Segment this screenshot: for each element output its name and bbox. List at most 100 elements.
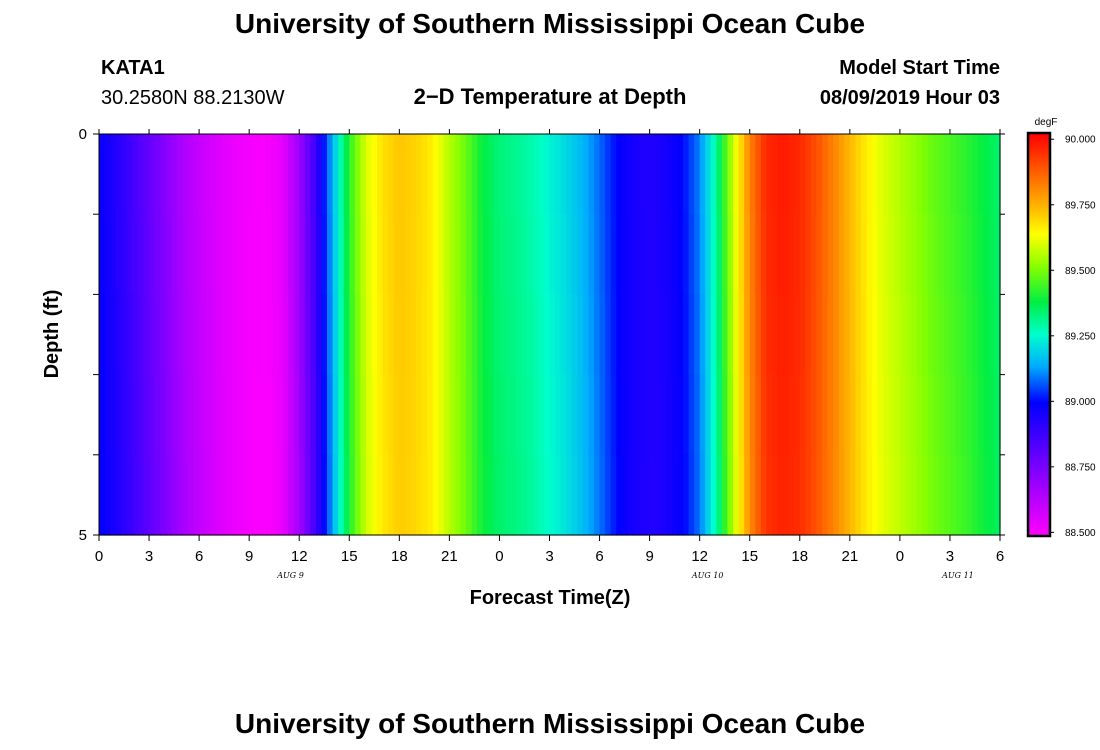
heatmap-cell	[593, 134, 601, 215]
heatmap-cell	[165, 214, 172, 295]
heatmap-cell	[766, 454, 773, 536]
heatmap-cell	[738, 214, 745, 295]
heatmap-cell	[449, 454, 456, 536]
heatmap-cell	[115, 374, 122, 456]
heatmap-cell	[226, 454, 234, 536]
heatmap-cell	[794, 214, 801, 295]
y-tick-label: 5	[79, 527, 87, 544]
heatmap-cell	[927, 214, 934, 295]
heatmap-cell	[605, 374, 612, 456]
heatmap-cell	[365, 294, 373, 376]
heatmap-cell	[221, 454, 228, 536]
heatmap-cell	[883, 454, 890, 536]
heatmap-cell	[527, 454, 534, 536]
heatmap-cell	[454, 214, 462, 295]
heatmap-cell	[705, 134, 712, 215]
heatmap-cell	[288, 374, 295, 456]
heatmap-cell	[593, 374, 601, 456]
heatmap-cell	[549, 374, 556, 456]
heatmap-cell	[360, 294, 367, 376]
heatmap-cell	[749, 294, 756, 376]
heatmap-cell	[327, 214, 334, 295]
heatmap-cell	[616, 214, 623, 295]
heatmap-cell	[149, 454, 156, 536]
heatmap-cell	[466, 134, 473, 215]
heatmap-cell	[126, 374, 133, 456]
x-tick-label: 12	[291, 548, 308, 565]
heatmap-cell	[393, 374, 400, 456]
heatmap-cell	[276, 374, 284, 456]
heatmap-cell	[666, 454, 673, 536]
heatmap-cell	[599, 374, 606, 456]
heatmap-cell	[493, 374, 501, 456]
heatmap-cell	[827, 134, 834, 215]
heatmap-cell	[382, 214, 389, 295]
heatmap-cell	[582, 134, 590, 215]
heatmap-cell	[833, 134, 840, 215]
heatmap-cell	[599, 454, 606, 536]
heatmap-cell	[404, 214, 412, 295]
colorbar-tick-label: 89.500	[1065, 266, 1096, 277]
heatmap-cell	[454, 374, 462, 456]
heatmap-cell	[538, 214, 545, 295]
heatmap-cell	[338, 374, 345, 456]
heatmap-cell	[599, 294, 606, 376]
heatmap-cell	[888, 374, 895, 456]
heatmap-cell	[271, 214, 278, 295]
heatmap-cell	[605, 214, 612, 295]
heatmap-cell	[293, 214, 300, 295]
heatmap-cell	[760, 294, 768, 376]
heatmap-cell	[293, 294, 300, 376]
heatmap-cell	[527, 214, 534, 295]
heatmap-cell	[304, 374, 311, 456]
heatmap-cell	[666, 374, 673, 456]
colorbar-tick-label: 89.000	[1065, 397, 1096, 408]
date-labels: AUG 9 AUG 10 AUG 11	[276, 571, 974, 580]
heatmap-cell	[482, 454, 489, 536]
heatmap-cell	[249, 454, 256, 536]
heatmap-cell	[271, 374, 278, 456]
heatmap-cell	[710, 134, 717, 215]
heatmap-cell	[421, 454, 428, 536]
heatmap-cell	[471, 374, 478, 456]
heatmap-cell	[249, 214, 256, 295]
heatmap-cell	[844, 134, 851, 215]
heatmap-cell	[466, 294, 473, 376]
heatmap-cell	[655, 214, 662, 295]
heatmap-cell	[810, 374, 818, 456]
heatmap-cell	[988, 294, 996, 376]
heatmap-cell	[721, 454, 729, 536]
heatmap-cell	[516, 294, 523, 376]
heatmap-cell	[493, 214, 501, 295]
heatmap-cell	[404, 294, 412, 376]
heatmap-cell	[649, 454, 656, 536]
heatmap-cell	[215, 134, 222, 215]
heatmap-cell	[271, 134, 278, 215]
heatmap-cell	[849, 214, 856, 295]
heatmap-cell	[416, 214, 423, 295]
heatmap-cell	[816, 454, 823, 536]
heatmap-cell	[343, 454, 350, 536]
heatmap-cell	[371, 374, 378, 456]
heatmap-cell	[855, 214, 862, 295]
heatmap-cell	[343, 374, 350, 456]
heatmap-cell	[972, 294, 979, 376]
heatmap-cell	[199, 214, 206, 295]
heatmap-cell	[215, 214, 222, 295]
heatmap-cell	[265, 214, 273, 295]
heatmap-cell	[571, 454, 578, 536]
heatmap-cell	[432, 454, 439, 536]
heatmap-cell	[632, 134, 640, 215]
heatmap-cell	[210, 454, 217, 536]
heatmap-cell	[621, 454, 628, 536]
heatmap-cell	[521, 134, 528, 215]
heatmap-cell	[577, 374, 584, 456]
heatmap-cell	[638, 214, 645, 295]
heatmap-cell	[543, 374, 551, 456]
date-label: AUG 10	[691, 571, 724, 580]
heatmap-cell	[699, 454, 706, 536]
heatmap-cell	[449, 294, 456, 376]
heatmap-cell	[677, 294, 684, 376]
heatmap-cell	[894, 454, 901, 536]
heatmap-cell	[232, 294, 239, 376]
